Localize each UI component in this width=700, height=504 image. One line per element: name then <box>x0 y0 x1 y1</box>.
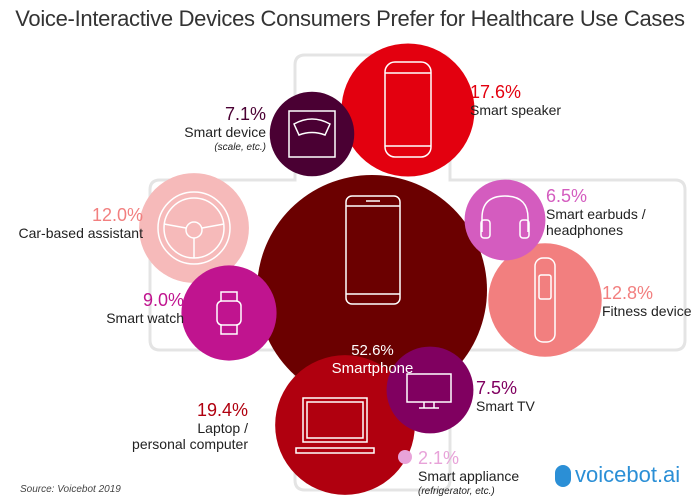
source-note: Source: Voicebot 2019 <box>20 484 121 495</box>
note: (refrigerator, etc.) <box>418 486 495 497</box>
label-appliance: 2.1% Smart appliance (refrigerator, etc.… <box>418 448 519 500</box>
pct: 7.5% <box>476 378 518 398</box>
steering-wheel-icon <box>157 191 231 265</box>
label-smartphone: 52.6% Smartphone <box>300 342 445 378</box>
laptop-icon <box>295 397 375 454</box>
headphones-icon <box>480 195 530 239</box>
chart-title: Voice-Interactive Devices Consumers Pref… <box>15 6 685 31</box>
name: Fitness device <box>602 303 692 319</box>
voicebot-logo: voicebot.ai <box>555 462 680 488</box>
name: Smartphone <box>331 360 414 377</box>
bubble-speaker <box>341 43 475 177</box>
pct: 9.0% <box>142 290 184 310</box>
name: headphones <box>546 222 624 238</box>
name: Smart earbuds / <box>546 206 646 222</box>
label-fitness: 12.8% Fitness device <box>602 283 691 319</box>
cross-outline <box>148 53 687 492</box>
label-watch: 9.0% Smart watch <box>80 290 184 326</box>
pct: 19.4% <box>196 400 248 420</box>
label-smart-device: 7.1% Smart device (scale, etc.) <box>160 104 266 156</box>
scale-icon <box>288 110 336 158</box>
bubble-fitness <box>488 243 602 357</box>
bubble-appliance <box>398 450 412 464</box>
name: Car-based assistant <box>18 225 143 241</box>
label-car: 12.0% Car-based assistant <box>0 205 143 241</box>
robot-icon <box>555 465 571 488</box>
bubble-watch <box>181 265 277 361</box>
name: Smart appliance <box>418 468 520 484</box>
pct: 12.8% <box>602 283 654 303</box>
bubble-tv <box>386 346 474 434</box>
smart-watch-icon <box>216 291 242 335</box>
label-earbuds: 6.5% Smart earbuds / headphones <box>546 186 646 238</box>
bubble-car <box>139 173 249 283</box>
label-tv: 7.5% Smart TV <box>476 378 535 414</box>
note: (scale, etc.) <box>214 142 266 153</box>
bubble-laptop <box>275 355 415 495</box>
name: Smart watch <box>106 310 184 326</box>
smart-speaker-icon <box>384 61 432 158</box>
label-laptop: 19.4% Laptop / personal computer <box>100 400 248 452</box>
pct: 52.6% <box>351 342 394 359</box>
name: Smart speaker <box>470 102 562 118</box>
name: Smart TV <box>476 398 535 414</box>
bubble-earbuds <box>464 179 546 261</box>
fitness-band-icon <box>534 257 556 343</box>
smartphone-icon <box>345 195 401 305</box>
name: Laptop / <box>197 420 248 436</box>
label-smart-speaker: 17.6% Smart speaker <box>470 82 561 118</box>
bubble-device <box>269 91 355 177</box>
tv-icon <box>406 373 452 409</box>
pct: 7.1% <box>224 104 266 124</box>
pct: 6.5% <box>546 186 588 206</box>
pct: 12.0% <box>91 205 143 225</box>
logo-text: voicebot.ai <box>575 462 681 487</box>
pct: 2.1% <box>418 448 460 468</box>
name: personal computer <box>132 436 248 452</box>
name: Smart device <box>184 124 266 140</box>
pct: 17.6% <box>470 82 522 102</box>
